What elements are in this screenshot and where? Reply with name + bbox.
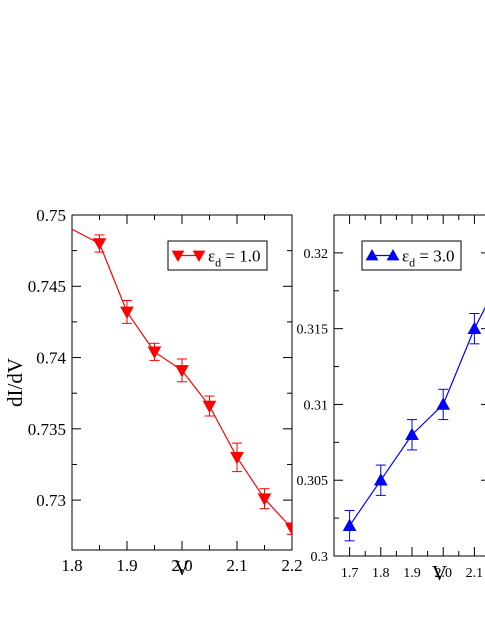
y-tick-label: 0.74 xyxy=(36,349,66,368)
data-point xyxy=(257,493,272,506)
data-point xyxy=(92,238,107,251)
data-point xyxy=(405,427,419,441)
legend-subscript: d xyxy=(215,256,221,270)
legend-epsilon: ε xyxy=(208,247,215,266)
legend-marker xyxy=(386,248,400,261)
x-tick-label: 1.7 xyxy=(341,566,359,581)
legend-value: = 3.0 xyxy=(415,247,454,266)
y-tick-label: 0.73 xyxy=(36,491,66,510)
x-axis-title: V xyxy=(174,556,189,580)
legend-marker xyxy=(171,250,185,263)
x-axis-title: V xyxy=(432,561,447,585)
legend-label: εd = 3.0 xyxy=(402,247,454,270)
plot-area xyxy=(342,306,485,542)
legend-epsilon: ε xyxy=(402,247,409,266)
x-tick-label: 1.9 xyxy=(116,556,137,575)
series-line xyxy=(349,306,485,527)
y-tick-label: 0.745 xyxy=(28,277,66,296)
x-tick-label: 2.1 xyxy=(226,556,247,575)
left-panel: 1.8 1.9 2.0 2.1 2.2 0.73 0.735 0.74 0.745 0.75 VdI… xyxy=(3,206,303,580)
data-point xyxy=(147,346,162,359)
legend-marker xyxy=(192,250,206,263)
y-tick-label: 0.75 xyxy=(36,206,66,225)
y-tick-label: 0.305 xyxy=(297,474,329,489)
data-point xyxy=(175,365,189,378)
x-tick-label: 1.8 xyxy=(372,566,390,581)
y-axis-title: dI/dV xyxy=(3,358,27,407)
data-point xyxy=(373,473,388,486)
data-point xyxy=(285,523,292,536)
y-tick-label: 0.3 xyxy=(311,550,329,565)
legend-marker xyxy=(365,248,379,261)
x-tick-label: 2.0 xyxy=(171,556,192,575)
y-tick-label: 0.735 xyxy=(28,420,66,439)
y-tick-label: 0.315 xyxy=(297,323,329,338)
plot-area xyxy=(72,228,292,536)
data-point xyxy=(342,518,357,531)
x-tick-label: 1.9 xyxy=(403,566,421,581)
legend-label: εd = 1.0 xyxy=(208,247,260,270)
y-tick-label: 0.31 xyxy=(304,398,329,413)
data-point xyxy=(467,321,482,334)
y-tick-label: 0.32 xyxy=(304,247,329,262)
data-point xyxy=(202,400,217,414)
x-tick-label: 2.0 xyxy=(434,566,452,581)
right-panel: 1.7 1.8 1.9 2.0 2.1 0.3 0.305 0.31 0.315 0.32 Vεd … xyxy=(297,214,485,585)
x-tick-label: 1.8 xyxy=(61,556,82,575)
data-point xyxy=(436,397,451,410)
data-point xyxy=(230,452,244,465)
x-tick-label: 2.2 xyxy=(281,556,302,575)
data-point xyxy=(120,306,134,319)
legend-subscript: d xyxy=(409,256,415,270)
x-tick-label: 2.1 xyxy=(466,566,484,581)
legend-value: = 1.0 xyxy=(221,247,260,266)
